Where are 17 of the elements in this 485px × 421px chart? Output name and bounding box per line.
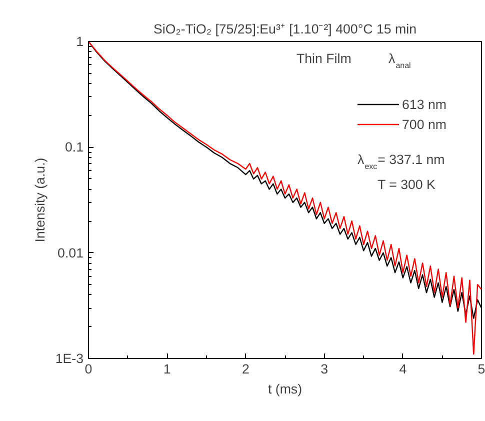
x-tick-label: 0 xyxy=(84,362,92,376)
x-tick-label: 1 xyxy=(163,362,171,376)
x-tick-label: 5 xyxy=(478,362,485,376)
y-tick-label: 0.01 xyxy=(58,245,84,260)
x-tick-label: 2 xyxy=(242,362,250,376)
legend-label: 700 nm xyxy=(402,116,446,132)
x-tick-label: 3 xyxy=(320,362,328,376)
y-axis-title: Intensity (a.u.) xyxy=(32,158,48,242)
y-tick-label: 1E-3 xyxy=(55,351,84,366)
y-tick-label: 1 xyxy=(76,34,84,49)
chart-title: SiO₂-TiO₂ [75/25]:Eu³⁺ [1.10⁻²] 400°C 15 min xyxy=(154,22,416,36)
annotation: Thin Film xyxy=(296,51,352,66)
x-axis-title: t (ms) xyxy=(268,382,302,396)
x-tick-label: 4 xyxy=(399,362,408,376)
annotation: T = 300 K xyxy=(378,177,436,192)
legend-label: 613 nm xyxy=(402,96,446,112)
y-tick-label: 0.1 xyxy=(64,140,84,155)
